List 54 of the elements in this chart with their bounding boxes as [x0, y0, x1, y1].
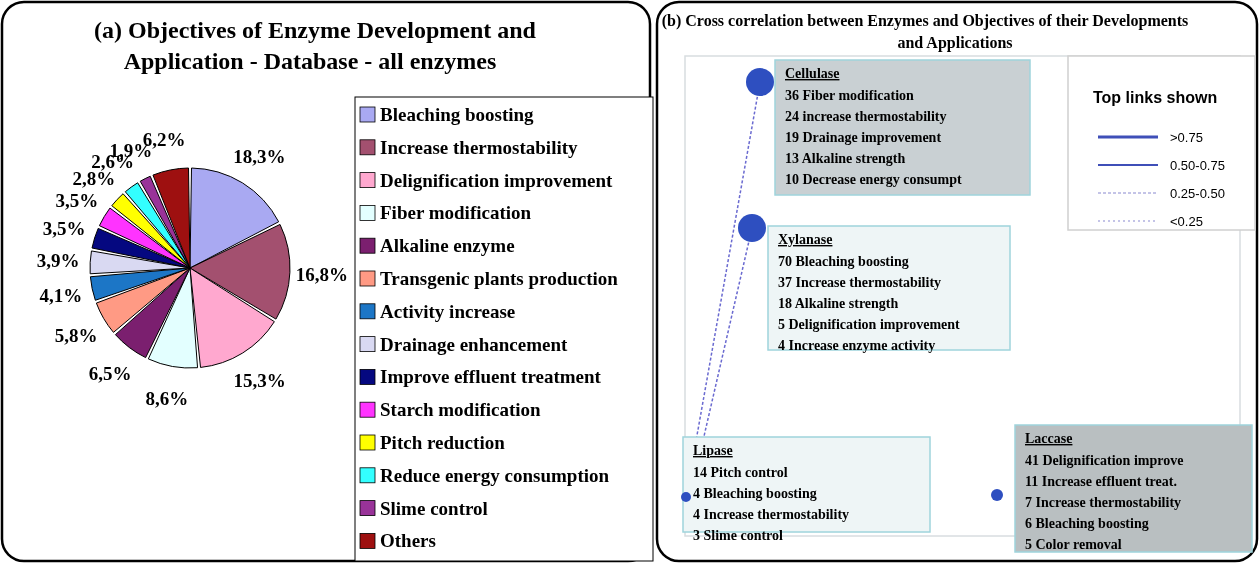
legend-label: Delignification improvement: [380, 169, 614, 191]
category-label: Laccase: [1025, 431, 1073, 446]
text: 4 Bleaching boosting: [693, 486, 817, 501]
text: 18 Alkaline strength: [778, 296, 899, 311]
legend-title: Top links shown: [1093, 89, 1218, 106]
data-label: 6,5%: [88, 363, 132, 385]
data-label: 3,9%: [36, 250, 80, 272]
text: 13 Alkaline strength: [785, 151, 906, 166]
legend-label: Starch modification: [380, 399, 542, 421]
text: 5 Delignification improvement: [778, 317, 961, 332]
text: <0.25: [1170, 214, 1203, 229]
text: 0.50-0.75: [1170, 158, 1225, 173]
legend-label: Reduce energy consumption: [380, 464, 610, 486]
text: 41 Delignification improve: [1025, 453, 1184, 468]
text: 4 Increase enzyme activity: [778, 338, 936, 353]
text: 37 Increase thermostability: [778, 275, 942, 290]
data-label: 3,5%: [42, 218, 86, 240]
text: 10 Decrease energy consumpt: [785, 172, 962, 187]
text: 3 Slime control: [693, 528, 784, 543]
legend-label: Improve effluent treatment: [380, 366, 602, 388]
text: (b) Cross correlation between Enzymes and Objectives of their Developments and Applications: [661, 12, 1189, 52]
category-label: Cellulase: [785, 66, 840, 81]
chart-title: (a) Objectives of Enzyme Development and Application - Database - all enzymes: [94, 17, 537, 74]
text: >0.75: [1170, 130, 1203, 145]
legend-label: Others: [380, 530, 436, 552]
text: 14 Pitch control: [693, 465, 788, 480]
text: 0.25-0.50: [1170, 186, 1225, 201]
text: 4 Increase thermostability: [693, 507, 850, 522]
legend-label: Increase thermostability: [380, 136, 579, 158]
legend-label: Alkaline enzyme: [380, 235, 515, 257]
text: 7 Increase thermostability: [1025, 495, 1182, 510]
text: 5 Color removal: [1025, 537, 1122, 552]
text: 11 Increase effluent treat.: [1025, 474, 1177, 489]
data-label: 15,3%: [233, 370, 286, 392]
text: 19 Drainage improvement: [785, 130, 942, 145]
data-label: 3,5%: [55, 190, 99, 212]
data-label: 18,3%: [233, 145, 286, 167]
legend-label: Slime control: [380, 497, 488, 519]
data-label: 4,1%: [39, 285, 83, 307]
category-label: Xylanase: [778, 232, 833, 247]
text: 6 Bleaching boosting: [1025, 516, 1149, 531]
legend-label: Drainage enhancement: [380, 333, 569, 355]
text: 24 increase thermostability: [785, 109, 947, 124]
text: 36 Fiber modification: [785, 88, 915, 103]
text: 70 Bleaching boosting: [778, 254, 909, 269]
data-label: 16,8%: [295, 263, 348, 285]
data-label: 8,6%: [145, 387, 189, 409]
legend-label: Fiber modification: [380, 202, 532, 224]
legend-label: Bleaching boosting: [380, 104, 535, 125]
data-label: 5,8%: [54, 324, 98, 346]
legend-label: Transgenic plants production: [380, 268, 619, 289]
legend-label: Pitch reduction: [380, 432, 506, 453]
legend-label: Activity increase: [380, 300, 516, 322]
category-label: Lipase: [693, 443, 733, 458]
